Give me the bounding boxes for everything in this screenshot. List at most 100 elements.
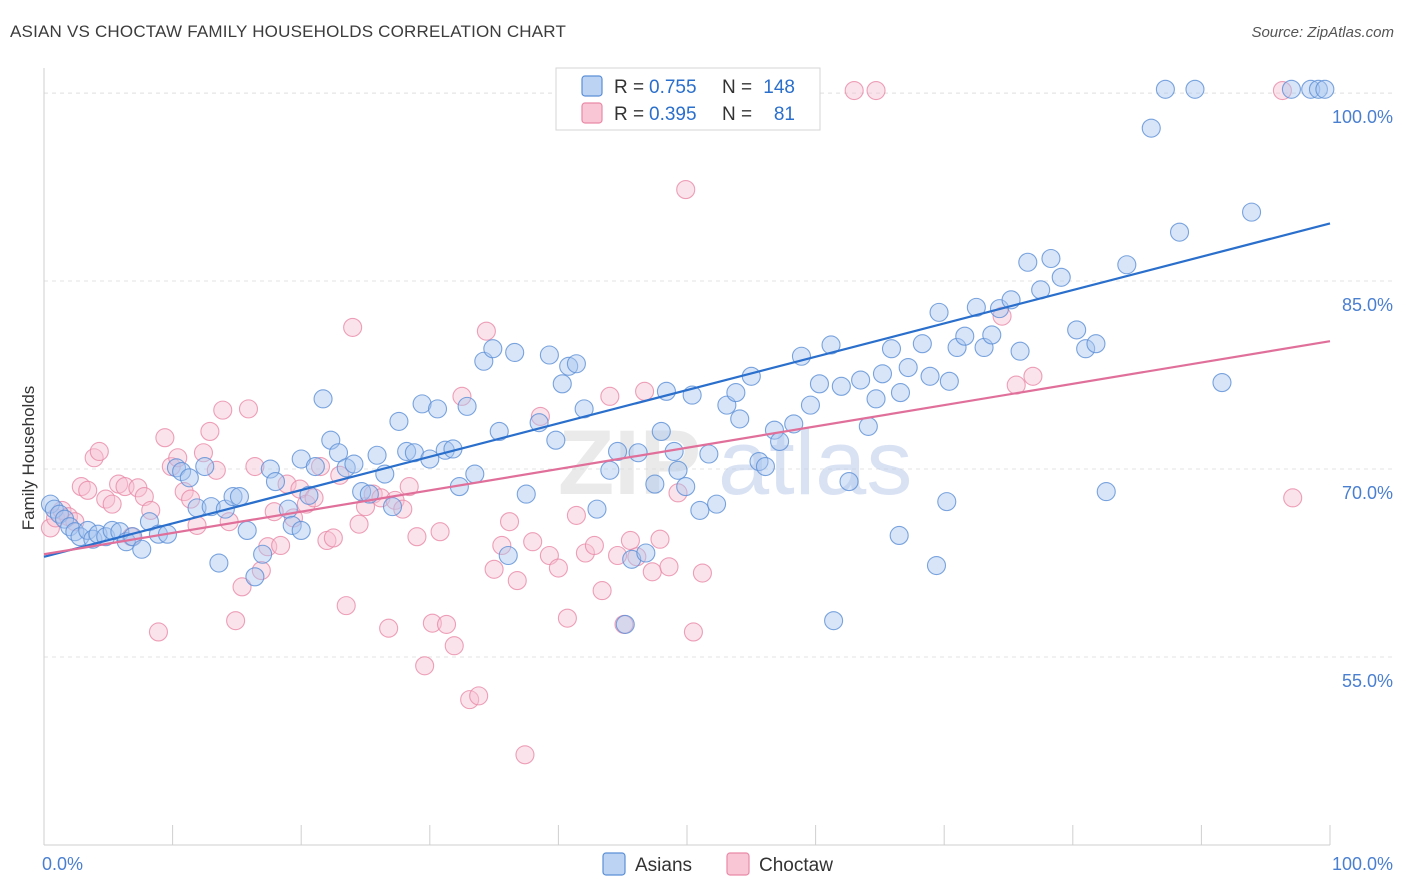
asians-point bbox=[489, 421, 509, 441]
source-credit: Source: ZipAtlas.com bbox=[1251, 24, 1394, 41]
asians-point bbox=[566, 354, 586, 374]
choctaw-point bbox=[469, 686, 489, 706]
choctaw-point bbox=[844, 81, 864, 101]
asians-point bbox=[397, 441, 417, 462]
asians-point bbox=[920, 366, 940, 386]
watermark-zip: ZIP bbox=[558, 412, 701, 514]
asians-point bbox=[539, 345, 559, 365]
asians-point bbox=[1301, 79, 1321, 99]
asians-point bbox=[465, 464, 485, 484]
choctaw-point bbox=[557, 608, 577, 628]
asians-trend-line bbox=[43, 222, 1331, 558]
choctaw-point bbox=[213, 400, 233, 420]
asians-point bbox=[600, 460, 620, 480]
asians-point bbox=[926, 555, 947, 576]
choctaw-point bbox=[379, 618, 399, 638]
asians-point bbox=[608, 441, 628, 462]
trend-lines bbox=[43, 222, 1331, 558]
choctaw-point bbox=[89, 441, 109, 462]
asians-point bbox=[78, 520, 98, 540]
choctaw-n-label: N = bbox=[722, 104, 752, 125]
asians-point bbox=[313, 389, 333, 409]
asians-point bbox=[937, 492, 957, 512]
asians-point bbox=[800, 395, 821, 415]
asians-point bbox=[726, 383, 746, 403]
choctaw-point bbox=[444, 636, 464, 656]
asians-point bbox=[505, 342, 525, 363]
asians-point bbox=[1018, 252, 1038, 272]
asians-point bbox=[265, 472, 286, 492]
asians-point bbox=[587, 499, 607, 519]
choctaw-point bbox=[336, 596, 356, 616]
choctaw-point bbox=[584, 535, 604, 556]
asians-point bbox=[890, 383, 911, 403]
y-tick-label: 55.0% bbox=[1342, 671, 1393, 691]
asians-point bbox=[636, 543, 656, 563]
choctaw-point bbox=[866, 81, 886, 101]
asians-point bbox=[552, 374, 572, 394]
choctaw-point bbox=[430, 522, 450, 542]
asians-point bbox=[367, 445, 387, 465]
tick-labels: 55.0% 70.0% 85.0% 100.0% 0.0% 100.0% bbox=[42, 107, 1393, 874]
asians-point bbox=[622, 549, 642, 569]
asians-point bbox=[1067, 320, 1087, 340]
asians-point bbox=[858, 416, 878, 436]
asians-r-value: 0.755 bbox=[649, 77, 697, 98]
choctaw-point bbox=[1283, 488, 1303, 508]
asians-point bbox=[209, 553, 229, 573]
asians-point bbox=[982, 325, 1002, 345]
asians-legend-swatch bbox=[581, 75, 603, 97]
asians-point bbox=[1117, 255, 1137, 275]
choctaw-point bbox=[238, 399, 259, 419]
series-legend: Asians Choctaw bbox=[602, 852, 833, 876]
axes bbox=[43, 68, 1331, 846]
choctaw-r-value: 0.395 bbox=[649, 104, 697, 125]
asians-point bbox=[253, 544, 273, 564]
choctaw-point bbox=[232, 577, 252, 597]
asians-point bbox=[299, 485, 319, 505]
x-tick-label: 100.0% bbox=[1332, 854, 1393, 874]
asians-point bbox=[749, 451, 769, 472]
choctaw-point bbox=[692, 563, 712, 583]
asians-r-label: R = bbox=[614, 77, 644, 98]
asians-point bbox=[676, 477, 696, 497]
asians-point bbox=[615, 614, 635, 634]
choctaw-point bbox=[566, 505, 586, 525]
asians-point bbox=[389, 411, 409, 431]
chart-title: ASIAN VS CHOCTAW FAMILY HOUSEHOLDS CORRE… bbox=[10, 22, 567, 41]
asians-point bbox=[889, 525, 909, 546]
asians-point bbox=[929, 302, 949, 322]
asians-point bbox=[831, 376, 851, 396]
choctaw-point bbox=[507, 571, 527, 591]
asians-legend-label: Asians bbox=[635, 855, 692, 876]
asians-point bbox=[1141, 118, 1161, 138]
choctaw-point bbox=[476, 321, 496, 341]
choctaw-point bbox=[515, 745, 535, 765]
choctaw-point bbox=[642, 562, 662, 582]
asians-point bbox=[483, 339, 503, 359]
asians-point bbox=[172, 461, 192, 482]
asians-point bbox=[770, 431, 790, 452]
asians-point bbox=[516, 484, 536, 504]
choctaw-point bbox=[523, 532, 543, 552]
choctaw-point bbox=[659, 557, 679, 577]
asians-point bbox=[1185, 79, 1205, 99]
choctaw-point bbox=[310, 456, 331, 477]
asians-point bbox=[179, 468, 199, 488]
x-tick-label: 0.0% bbox=[42, 854, 83, 874]
choctaw-point bbox=[226, 611, 246, 631]
asians-point bbox=[1051, 267, 1071, 287]
asians-point bbox=[645, 474, 665, 494]
choctaw-point bbox=[206, 460, 226, 480]
asians-point bbox=[245, 567, 265, 587]
asians-point bbox=[1041, 248, 1061, 269]
asians-point bbox=[824, 611, 844, 631]
choctaw-point bbox=[155, 428, 175, 448]
choctaw-point bbox=[548, 558, 568, 578]
asians-point bbox=[1010, 341, 1030, 361]
choctaw-point bbox=[102, 494, 122, 514]
choctaw-point bbox=[592, 581, 612, 601]
asians-point bbox=[730, 409, 750, 429]
choctaw-point bbox=[148, 622, 169, 642]
